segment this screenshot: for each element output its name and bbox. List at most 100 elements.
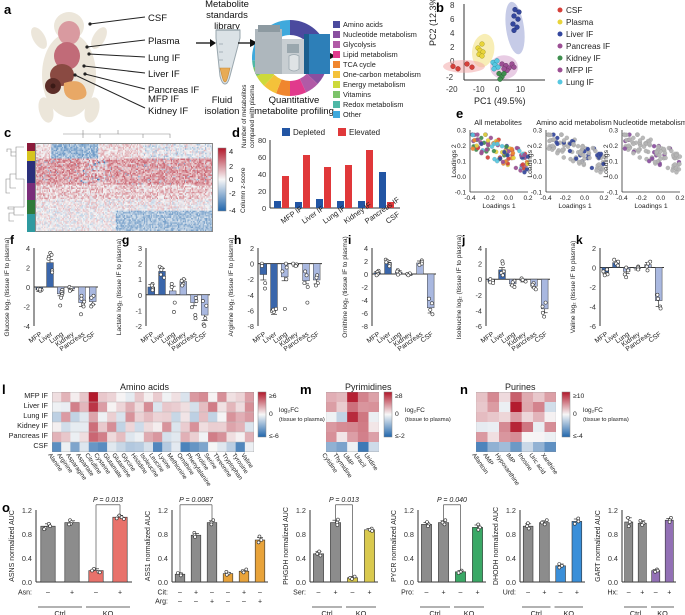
svg-text:1.2: 1.2 <box>22 506 32 515</box>
svg-text:Pancreas IF: Pancreas IF <box>9 431 49 440</box>
svg-text:2: 2 <box>592 244 596 253</box>
svg-text:Liver IF: Liver IF <box>24 401 49 410</box>
svg-text:+: + <box>258 599 262 606</box>
svg-text:0.0: 0.0 <box>608 578 618 587</box>
svg-text:-4: -4 <box>476 306 483 315</box>
svg-text:2: 2 <box>250 244 254 253</box>
svg-text:0: 0 <box>269 411 273 418</box>
svg-text:≤-2: ≤-2 <box>395 433 405 440</box>
svg-text:10: 10 <box>516 85 525 94</box>
svg-text:Plasma: Plasma <box>148 36 180 47</box>
svg-text:0.8: 0.8 <box>404 530 414 539</box>
svg-text:+: + <box>475 590 479 597</box>
svg-text:0.4: 0.4 <box>158 554 168 563</box>
svg-text:CSF: CSF <box>648 331 663 345</box>
svg-text:0.8: 0.8 <box>22 530 32 539</box>
svg-text:–: – <box>210 590 214 597</box>
svg-text:+: + <box>333 590 337 597</box>
svg-text:+: + <box>542 590 546 597</box>
svg-text:Liver IF: Liver IF <box>148 69 180 80</box>
svg-text:0.4: 0.4 <box>506 554 516 563</box>
svg-text:-4: -4 <box>24 322 31 331</box>
svg-text:-8: -8 <box>362 322 369 331</box>
svg-text:Pro:: Pro: <box>401 590 414 597</box>
svg-text:-0.2: -0.2 <box>560 195 572 202</box>
svg-text:1.2: 1.2 <box>296 506 306 515</box>
svg-text:-2: -2 <box>362 283 369 292</box>
svg-text:-0.2: -0.2 <box>636 195 648 202</box>
svg-text:+: + <box>367 590 371 597</box>
svg-text:-4: -4 <box>248 291 255 300</box>
svg-text:+: + <box>441 590 445 597</box>
svg-text:Loadings 1: Loadings 1 <box>634 203 667 210</box>
svg-text:–: – <box>526 590 530 597</box>
svg-text:-0.4: -0.4 <box>464 195 476 202</box>
svg-text:0.4: 0.4 <box>404 554 414 563</box>
svg-text:Ctrl: Ctrl <box>531 609 543 615</box>
svg-text:Lipid metabolism: Lipid metabolism <box>343 50 398 59</box>
svg-text:Arg:: Arg: <box>155 599 168 606</box>
svg-text:0: 0 <box>229 175 233 184</box>
svg-text:MFP IF: MFP IF <box>566 66 593 75</box>
svg-text:Redox metabolism: Redox metabolism <box>343 100 403 109</box>
svg-text:4: 4 <box>364 244 368 253</box>
svg-text:Ctrl: Ctrl <box>321 609 333 615</box>
svg-text:Vitamins: Vitamins <box>343 90 371 99</box>
svg-text:–: – <box>317 590 321 597</box>
svg-text:1: 1 <box>138 275 142 284</box>
svg-text:Amino acids: Amino acids <box>343 20 383 29</box>
svg-text:-2: -2 <box>24 303 31 312</box>
svg-text:-4: -4 <box>590 303 597 312</box>
svg-text:Elevated: Elevated <box>349 128 380 137</box>
svg-text:CSF: CSF <box>82 331 97 345</box>
svg-text:TCA cycle: TCA cycle <box>343 60 376 69</box>
svg-text:4: 4 <box>26 244 30 253</box>
svg-text:+: + <box>640 590 644 597</box>
svg-text:MFP IF: MFP IF <box>24 391 48 400</box>
svg-text:≥8: ≥8 <box>395 393 403 400</box>
svg-text:0.8: 0.8 <box>158 530 168 539</box>
svg-text:2: 2 <box>26 264 30 273</box>
svg-text:0.2: 0.2 <box>609 143 618 150</box>
svg-text:4: 4 <box>478 244 482 253</box>
svg-text:-8: -8 <box>248 322 255 331</box>
svg-text:0.8: 0.8 <box>296 530 306 539</box>
svg-text:One-carbon metabolism: One-carbon metabolism <box>343 70 421 79</box>
svg-text:0: 0 <box>495 85 500 94</box>
svg-text:Lactate log₂ (tissue IF to pla: Lactate log₂ (tissue IF to plasma) <box>116 239 123 335</box>
svg-text:0: 0 <box>364 270 368 279</box>
svg-text:KO: KO <box>464 609 475 615</box>
svg-text:CSF: CSF <box>33 441 48 450</box>
svg-text:0.1: 0.1 <box>457 159 466 166</box>
svg-text:Ornithine log₂ (tissue IF to p: Ornithine log₂ (tissue IF to plasma) <box>342 236 349 338</box>
svg-text:60: 60 <box>258 153 266 162</box>
svg-text:-6: -6 <box>362 309 369 318</box>
svg-text:Nucleotide metabolism: Nucleotide metabolism <box>343 30 417 39</box>
svg-text:KO: KO <box>103 609 114 615</box>
svg-text:KO: KO <box>356 609 367 615</box>
svg-text:-0.4: -0.4 <box>540 195 552 202</box>
svg-text:0.2: 0.2 <box>675 195 684 202</box>
svg-text:4: 4 <box>229 147 233 156</box>
svg-text:3: 3 <box>138 244 142 253</box>
svg-text:Loadings 1: Loadings 1 <box>558 203 591 210</box>
svg-text:PC1 (49.5%): PC1 (49.5%) <box>474 96 526 106</box>
svg-text:Kidney IF: Kidney IF <box>17 421 48 430</box>
svg-text:0.1: 0.1 <box>533 159 542 166</box>
svg-text:g: g <box>122 233 129 247</box>
svg-text:Isoleucine log₂ (tissue IF to: Isoleucine log₂ (tissue IF to plasma) <box>456 235 463 339</box>
svg-text:-2: -2 <box>476 291 483 300</box>
svg-text:-6: -6 <box>476 322 483 331</box>
svg-text:+: + <box>118 590 122 597</box>
svg-text:–: – <box>425 590 429 597</box>
svg-text:KO: KO <box>563 609 574 615</box>
svg-text:0.0: 0.0 <box>656 195 665 202</box>
svg-text:Kidney IF: Kidney IF <box>566 54 601 63</box>
svg-text:+: + <box>70 590 74 597</box>
svg-text:+: + <box>194 590 198 597</box>
svg-text:–: – <box>459 590 463 597</box>
svg-text:1.2: 1.2 <box>608 506 618 515</box>
svg-text:–: – <box>178 590 182 597</box>
svg-text:–: – <box>559 590 563 597</box>
svg-text:Hx:: Hx: <box>608 590 619 597</box>
